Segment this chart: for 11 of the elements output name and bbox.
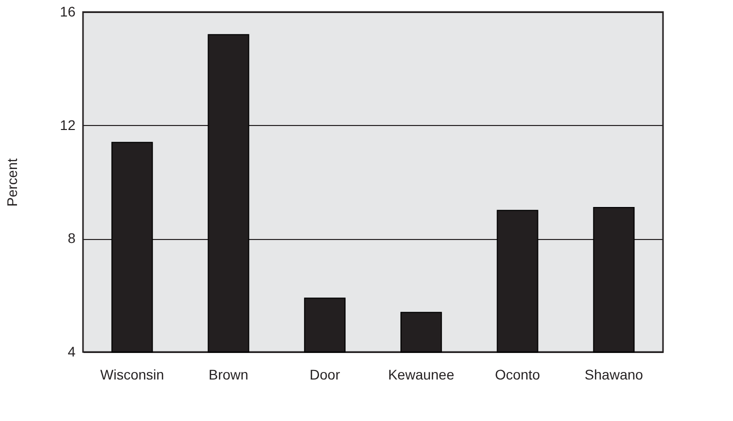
x-tick-label: Wisconsin (100, 366, 164, 382)
x-tick-label: Kewaunee (388, 366, 454, 382)
x-tick-label: Door (310, 366, 340, 382)
y-tick-label: 12 (60, 116, 76, 133)
y-axis-title: Percent (4, 158, 20, 207)
y-tick-label: 4 (68, 344, 76, 360)
x-tick-label: Brown (208, 366, 248, 382)
y-tick-label: 16 (60, 4, 76, 20)
x-tick-label: Oconto (494, 366, 540, 382)
x-tick-label: Shawano (584, 366, 644, 382)
y-tick-label: 8 (68, 230, 76, 246)
